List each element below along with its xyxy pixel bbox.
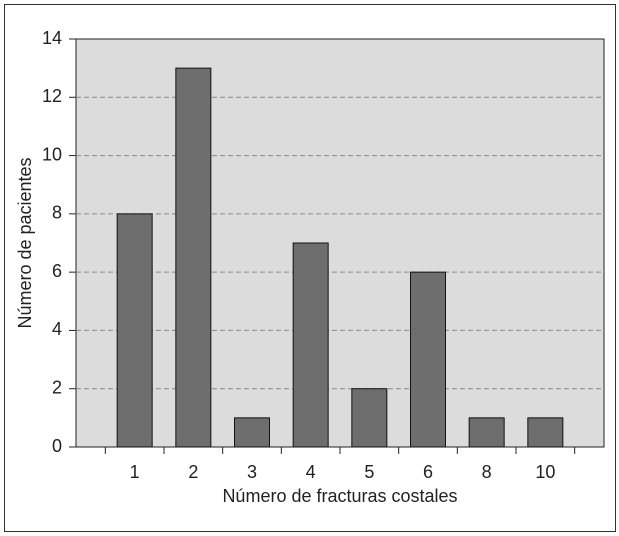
x-axis-label: Número de fracturas costales <box>222 486 457 506</box>
y-tick-label: 6 <box>52 261 62 281</box>
x-tick-label: 4 <box>306 462 316 482</box>
y-tick-label: 8 <box>52 203 62 223</box>
plot-area <box>75 38 605 448</box>
y-tick-label: 2 <box>52 377 62 397</box>
x-tick-label: 2 <box>188 462 198 482</box>
x-tick-label: 6 <box>423 462 433 482</box>
x-tick-label: 8 <box>482 462 492 482</box>
y-tick-label: 0 <box>52 436 62 456</box>
x-tick-label: 5 <box>364 462 374 482</box>
y-tick-label: 14 <box>42 28 62 48</box>
bar <box>351 388 388 448</box>
bar <box>527 417 564 448</box>
y-tick-label: 12 <box>42 86 62 106</box>
x-tick-label: 1 <box>130 462 140 482</box>
x-tick-label: 10 <box>535 462 555 482</box>
y-axis-label: Número de pacientes <box>15 157 35 328</box>
bar <box>175 67 212 448</box>
bar <box>468 417 505 448</box>
bar <box>234 417 270 448</box>
x-tick-label: 3 <box>247 462 257 482</box>
y-tick-label: 10 <box>42 144 62 164</box>
y-tick-label: 4 <box>52 319 62 339</box>
bar <box>116 213 153 448</box>
bar <box>410 271 446 448</box>
bar <box>292 242 329 448</box>
